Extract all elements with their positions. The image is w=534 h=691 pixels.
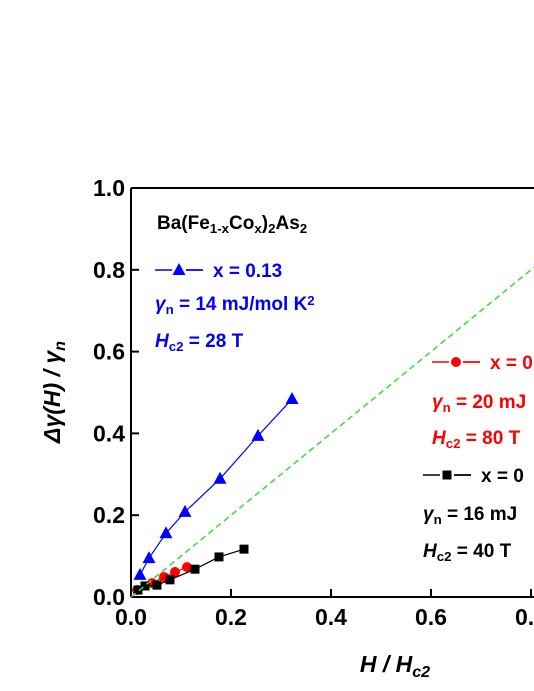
label-part: Δγ(H) / γ — [39, 350, 65, 444]
label-part: γ — [432, 392, 444, 413]
label: H / Hc2 — [360, 651, 430, 681]
guide-line — [130, 266, 534, 598]
label: Hc2 = 40 T — [423, 541, 512, 564]
label: γn = 20 mJ — [432, 392, 526, 415]
label-part: γ — [423, 504, 435, 525]
marker — [239, 544, 249, 554]
label-part: = 16 mJ — [442, 504, 518, 525]
y-tick-label: 0.4 — [93, 420, 125, 446]
x-tick-label: 0.2 — [215, 604, 247, 630]
y-tick-label: 0.2 — [93, 502, 125, 528]
marker — [142, 551, 156, 564]
label-part: 2 — [307, 293, 314, 308]
label-part: H — [423, 541, 438, 562]
label-part: = 28 T — [184, 331, 244, 352]
y-tick-label: 0.8 — [93, 257, 125, 283]
label-part: As — [275, 213, 299, 234]
label: Hc2 = 80 T — [432, 428, 521, 451]
marker — [133, 567, 147, 580]
x-tick-label: 0.0 — [115, 604, 147, 630]
marker — [178, 504, 192, 517]
label: Δγ(H) / γn — [39, 341, 69, 444]
label-part: 2 — [268, 221, 275, 236]
label-part: Co — [229, 213, 254, 234]
marker — [182, 562, 192, 573]
x-tick-label: 0.4 — [315, 604, 347, 630]
legend-label: x = 0 — [481, 466, 524, 487]
legend-marker — [442, 470, 452, 480]
label-part: x — [254, 221, 262, 236]
legend-marker — [172, 263, 186, 275]
marker — [170, 567, 180, 578]
label-part: 2 — [300, 221, 307, 236]
marker — [159, 526, 173, 539]
label-part: n — [443, 400, 451, 415]
marker — [133, 585, 143, 595]
y-tick-label: 0.6 — [93, 339, 125, 365]
label-part: ) — [262, 213, 268, 234]
marker — [190, 564, 200, 574]
legend-label: x = 0 — [490, 353, 533, 374]
legend-marker — [451, 357, 461, 367]
label-part: Ba(Fe — [157, 213, 210, 234]
label-part: H — [432, 428, 447, 449]
legend-label: x = 0.13 — [213, 261, 282, 282]
label-part: n — [166, 302, 174, 317]
label: Ba(Fe1-xCox)2As2 — [157, 213, 307, 236]
label-part: c2 — [437, 549, 452, 564]
label-part: c2 — [446, 436, 461, 451]
marker — [152, 580, 162, 590]
label-part: H — [155, 331, 170, 352]
label-part: c2 — [412, 663, 430, 681]
label: γn = 16 mJ — [423, 504, 517, 527]
marker — [165, 575, 175, 585]
marker — [140, 581, 150, 591]
label-part: c2 — [169, 339, 184, 354]
label-part: = 14 mJ/mol K — [174, 294, 308, 315]
marker — [285, 392, 299, 405]
label: Hc2 = 28 T — [155, 331, 244, 354]
label-part: 1-x — [210, 221, 230, 236]
label: γn = 14 mJ/mol K2 — [155, 293, 315, 317]
x-tick-label: 0.6 — [415, 604, 447, 630]
marker — [213, 471, 227, 484]
series-line — [139, 398, 293, 576]
label-part: = 20 mJ — [451, 392, 527, 413]
marker — [214, 552, 224, 562]
label-part: H / H — [360, 651, 413, 677]
y-tick-label: 0.0 — [93, 584, 125, 610]
label-part: = 40 T — [452, 541, 512, 562]
label-part: n — [51, 341, 69, 351]
label-part: γ — [155, 294, 167, 315]
label-part: = 80 T — [461, 428, 521, 449]
x-tick-label: 0.8 — [515, 604, 534, 630]
y-tick-label: 1.0 — [93, 175, 125, 201]
label-part: n — [434, 512, 442, 527]
marker — [251, 428, 265, 441]
